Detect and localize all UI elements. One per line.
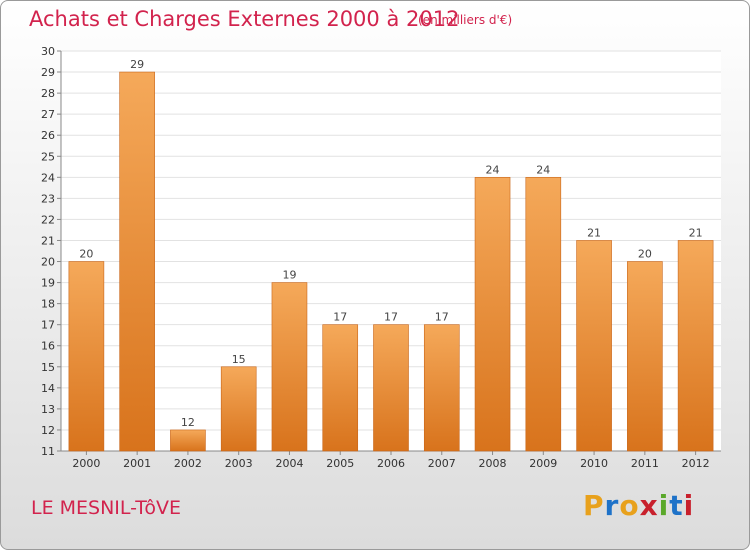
bar-layer <box>68 71 714 452</box>
y-tick-label: 29 <box>41 66 55 79</box>
y-tick-label: 11 <box>41 445 55 458</box>
chart-subtitle: (en milliers d'€) <box>418 13 513 27</box>
y-tick-label: 25 <box>41 150 55 163</box>
logo-letter: r <box>604 489 620 522</box>
bar-2004 <box>271 282 308 452</box>
x-tick-label-2001: 2001 <box>123 457 151 470</box>
logo-letter: P <box>583 489 605 522</box>
proxiti-logo[interactable]: Proxiti <box>583 489 694 522</box>
value-label-2001: 29 <box>130 58 144 71</box>
y-tick-label: 17 <box>41 319 55 332</box>
x-tick-label-2006: 2006 <box>377 457 405 470</box>
x-tick-label-2007: 2007 <box>428 457 456 470</box>
y-tick-label: 23 <box>41 192 55 205</box>
value-label-2004: 19 <box>282 269 296 282</box>
x-tick-label-2005: 2005 <box>326 457 354 470</box>
bar-2001 <box>119 71 155 452</box>
x-tick-label-2000: 2000 <box>72 457 100 470</box>
x-tick-label-2012: 2012 <box>682 457 710 470</box>
y-tick-label: 20 <box>41 256 55 269</box>
value-label-2003: 15 <box>232 353 246 366</box>
value-label-2012: 21 <box>689 226 703 239</box>
bar-2000 <box>68 261 105 452</box>
value-label-2010: 21 <box>587 226 601 239</box>
y-tick-label: 18 <box>41 298 55 311</box>
x-tick-label-2004: 2004 <box>275 457 303 470</box>
value-label-2005: 17 <box>333 311 347 324</box>
x-tick-label-2009: 2009 <box>529 457 557 470</box>
bar-2010 <box>576 240 612 452</box>
y-tick-label: 19 <box>41 277 55 290</box>
logo-letter: t <box>669 489 684 522</box>
y-tick-label: 12 <box>41 424 55 437</box>
x-tick-label-2002: 2002 <box>174 457 202 470</box>
bar-2005 <box>322 324 359 452</box>
x-tick-label-2003: 2003 <box>225 457 253 470</box>
x-tick-label-2008: 2008 <box>479 457 507 470</box>
y-tick-label: 15 <box>41 361 55 374</box>
value-label-2011: 20 <box>638 248 652 261</box>
x-tick-label-2011: 2011 <box>631 457 659 470</box>
value-label-2002: 12 <box>181 416 195 429</box>
logo-letter: x <box>639 489 659 522</box>
bar-2003 <box>220 366 257 452</box>
y-tick-label: 28 <box>41 87 55 100</box>
bar-2009 <box>525 177 562 452</box>
bar-2008 <box>474 177 511 452</box>
bar-2012 <box>677 240 714 452</box>
value-label-2000: 20 <box>79 248 93 261</box>
logo-letter: i <box>683 489 695 522</box>
x-tick-label-2010: 2010 <box>580 457 608 470</box>
bar-2011 <box>627 261 663 452</box>
y-tick-label: 22 <box>41 213 55 226</box>
value-label-2006: 17 <box>384 311 398 324</box>
y-tick-label: 26 <box>41 129 55 142</box>
commune-name: LE MESNIL-TôVE <box>31 497 182 519</box>
value-label-2009: 24 <box>536 163 550 176</box>
y-tick-label: 13 <box>41 403 55 416</box>
label-layer: 20 2000 29 2001 12 2002 15 2003 19 2004 17 2005 17 20… <box>72 58 709 470</box>
logo-letter: o <box>619 489 640 522</box>
bar-2002 <box>170 429 206 452</box>
y-tick-label: 27 <box>41 108 55 121</box>
y-tick-label: 30 <box>41 45 55 58</box>
logo-letter: i <box>658 489 670 522</box>
bar-2007 <box>423 324 460 452</box>
value-label-2007: 17 <box>435 311 449 324</box>
bar-2006 <box>373 324 409 452</box>
y-tick-label: 24 <box>41 171 55 184</box>
value-label-2008: 24 <box>486 163 500 176</box>
chart-title: Achats et Charges Externes 2000 à 2012 <box>29 7 460 31</box>
y-tick-label: 16 <box>41 340 55 353</box>
y-tick-label: 14 <box>41 382 55 395</box>
y-tick-label: 21 <box>41 234 55 247</box>
